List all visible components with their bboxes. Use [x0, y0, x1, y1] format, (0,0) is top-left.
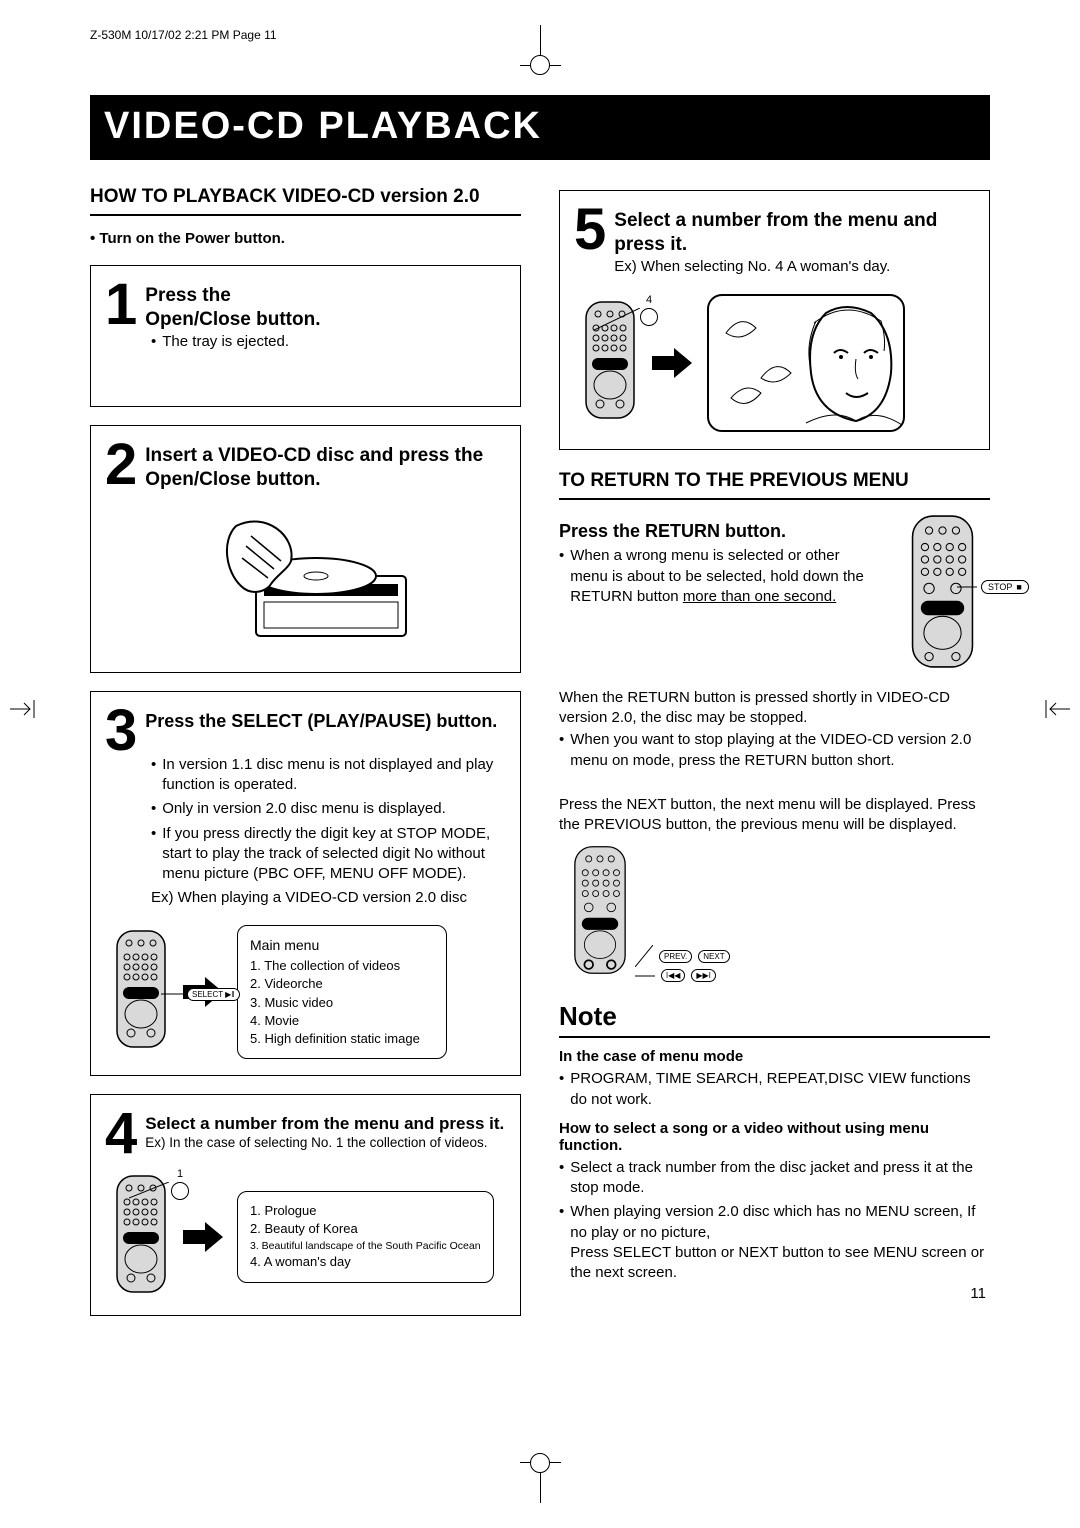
next-label: NEXT — [698, 950, 729, 963]
intro-bullet: • Turn on the Power button. — [90, 230, 521, 247]
step-3-heading: Press the SELECT (PLAY/PAUSE) button. — [145, 704, 497, 733]
note-bullet-2a: Select a track number from the disc jack… — [559, 1158, 990, 1199]
step-2-number: 2 — [105, 440, 137, 489]
step-5-example: Ex) When selecting No. 4 A woman's day. — [614, 257, 975, 277]
prev-label: PREV. — [659, 950, 692, 963]
callout-line-icon — [594, 308, 640, 332]
note-heading: Note — [559, 1001, 990, 1038]
step-4-number: 4 — [105, 1109, 137, 1158]
disc-insert-illustration — [196, 506, 416, 656]
tv-illustration — [706, 293, 906, 433]
callout-line-icon — [161, 987, 187, 1001]
step-4: 4 Select a number from the menu and pres… — [90, 1094, 521, 1316]
step-3-example: Ex) When playing a VIDEO-CD version 2.0 … — [151, 888, 506, 908]
callout-number: 4 — [646, 294, 652, 306]
step-3-bullet-1: In version 1.1 disc menu is not displaye… — [151, 755, 506, 796]
crop-mark-right — [1042, 700, 1070, 718]
section-heading-howto: HOW TO PLAYBACK VIDEO-CD version 2.0 — [90, 186, 521, 216]
step-2-heading: Insert a VIDEO-CD disc and press the Ope… — [145, 438, 506, 492]
step-4-heading: Select a number from the menu and press … — [145, 1107, 504, 1134]
next-skip-icon: ▶▶ǀ — [691, 969, 715, 982]
select-label: SELECT ▶ǁ — [187, 988, 240, 1001]
return-heading: TO RETURN TO THE PREVIOUS MENU — [559, 470, 990, 500]
note-sub-1: In the case of menu mode — [559, 1048, 990, 1065]
step-4-example: Ex) In the case of selecting No. 1 the c… — [145, 1134, 504, 1152]
main-menu-screen: Main menu 1. The collection of videos 2.… — [237, 925, 447, 1060]
step-1: 1 Press the Open/Close button. The tray … — [90, 265, 521, 407]
stop-label: STOP ■ — [981, 580, 1029, 594]
return-bullet: When a wrong menu is selected or other m… — [559, 546, 881, 607]
page-title: VIDEO-CD PLAYBACK — [90, 95, 990, 160]
callout-line-icon — [957, 582, 977, 592]
note-sub-2: How to select a song or a video without … — [559, 1120, 990, 1154]
crop-mark-top-circle — [530, 55, 550, 75]
remote-icon — [559, 845, 641, 975]
note-bullet-1: PROGRAM, TIME SEARCH, REPEAT,DISC VIEW f… — [559, 1069, 990, 1110]
prevnext-para: Press the NEXT button, the next menu wil… — [559, 795, 990, 836]
callout-circle-icon — [640, 308, 658, 326]
step-1-bullet: The tray is ejected. — [151, 332, 506, 352]
return-subheading: Press the RETURN button. — [559, 514, 881, 543]
step-5-number: 5 — [574, 205, 606, 254]
menu-item: 1. Prologue — [250, 1202, 481, 1220]
step-5: 5 Select a number from the menu and pres… — [559, 190, 990, 450]
menu-item: 2. Videorche — [250, 975, 434, 993]
page-content: VIDEO-CD PLAYBACK HOW TO PLAYBACK VIDEO-… — [90, 95, 990, 1334]
step-3-number: 3 — [105, 706, 137, 755]
step-3-bullet-3: If you press directly the digit key at S… — [151, 824, 506, 885]
callout-number: 1 — [177, 1168, 183, 1180]
menu-item: 2. Beauty of Korea — [250, 1220, 481, 1238]
prev-skip-icon: ǀ◀◀ — [661, 969, 685, 982]
note-bullet-2b: When playing version 2.0 disc which has … — [559, 1202, 990, 1283]
callout-line-icon — [129, 1182, 169, 1202]
left-column: HOW TO PLAYBACK VIDEO-CD version 2.0 • T… — [90, 186, 521, 1334]
arrow-right-icon — [183, 1222, 223, 1252]
submenu-screen: 1. Prologue 2. Beauty of Korea 3. Beauti… — [237, 1191, 494, 1282]
right-column: 5 Select a number from the menu and pres… — [559, 186, 990, 1334]
step-2: 2 Insert a VIDEO-CD disc and press the O… — [90, 425, 521, 673]
step-3-bullet-2: Only in version 2.0 disc menu is display… — [151, 799, 506, 819]
callout-line-icon — [635, 972, 655, 980]
callout-line-icon — [635, 945, 653, 967]
arrow-right-icon — [652, 348, 692, 378]
step-1-heading: Press the Open/Close button. — [145, 278, 320, 332]
menu-title: Main menu — [250, 936, 434, 956]
menu-item: 5. High definition static image — [250, 1030, 434, 1048]
menu-item: 3. Music video — [250, 994, 434, 1012]
menu-item: 3. Beautiful landscape of the South Paci… — [250, 1239, 481, 1254]
crop-mark-bottom-circle — [530, 1453, 550, 1473]
menu-item: 4. A woman's day — [250, 1253, 481, 1271]
step-1-number: 1 — [105, 280, 137, 329]
page-number: 11 — [970, 1285, 986, 1302]
step-3: 3 Press the SELECT (PLAY/PAUSE) button. … — [90, 691, 521, 1077]
callout-circle-icon — [171, 1182, 189, 1200]
return-para-1-bullet: When you want to stop playing at the VID… — [559, 730, 990, 771]
menu-item: 4. Movie — [250, 1012, 434, 1030]
return-para-1: When the RETURN button is pressed shortl… — [559, 688, 990, 729]
step-5-heading: Select a number from the menu and press … — [614, 203, 975, 257]
print-header: Z-530M 10/17/02 2:21 PM Page 11 — [90, 28, 277, 42]
crop-mark-left — [10, 700, 38, 718]
menu-item: 1. The collection of videos — [250, 957, 434, 975]
